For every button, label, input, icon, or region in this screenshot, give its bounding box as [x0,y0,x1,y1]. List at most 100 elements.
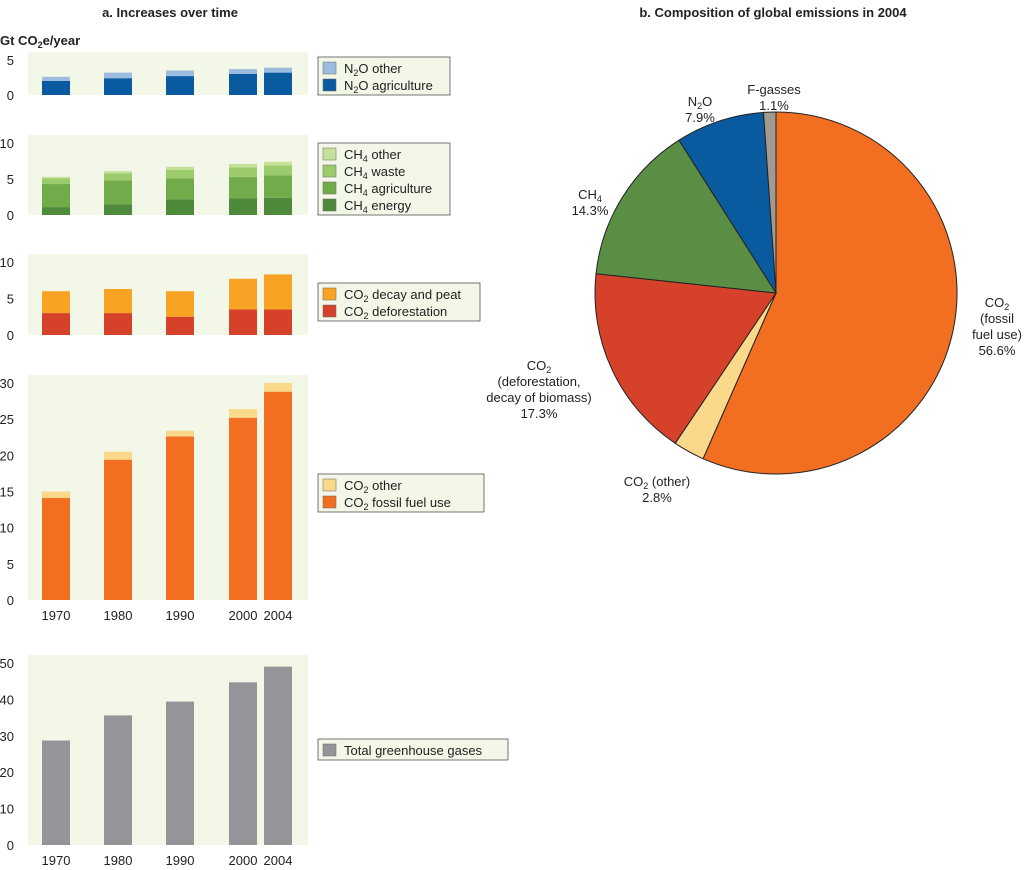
bar-segment [42,313,70,335]
pie-label-line: CO2 [527,358,552,375]
legend-swatch [322,78,337,92]
pie-label-line: fuel use) [972,327,1022,342]
legend-box [317,282,481,322]
label-text: CO [527,358,547,373]
legend-entry: CH4 waste [344,164,405,181]
x-tick-label: 1980 [104,608,133,623]
y-tick-label: 0 [7,838,14,853]
pie-label: CO2(deforestation,decay of biomass)17.3% [486,358,592,421]
y-tick-label: 50 [0,656,14,671]
bar-segment [264,161,292,166]
bar-segment [229,167,257,177]
bar-segment [166,701,194,845]
y-tick-label: 5 [7,557,14,572]
bar-segment [166,169,194,179]
bar-segment [229,163,257,168]
label-subscript: 2 [1004,302,1009,312]
bar-segment [104,459,132,600]
legend-entry: Total greenhouse gases [344,743,483,758]
label-subscript: 4 [363,171,368,181]
bar-segment [42,184,70,208]
pie-label-line: (fossil [980,311,1014,326]
y-tick-label: 0 [7,88,14,103]
label-text: Total greenhouse gases [344,743,483,758]
y-tick-label: 10 [0,136,14,151]
y-tick-label: 0 [7,593,14,608]
bar-segment [166,76,194,95]
label-text-suffix: O [702,94,712,109]
pie-slice [762,111,777,294]
bar-segment [166,199,194,215]
label-text-suffix: agriculture [368,181,432,196]
bar-panel-CO2-fossil: 0 5 10 15 20 25 30 1970 1980 1990 2000 2004 CO2 othe… [0,375,485,623]
x-tick-label: 1990 [166,608,195,623]
bar-segment [229,176,257,199]
bar-segment [42,81,70,95]
bar-segment [42,491,70,499]
x-tick-label: 2000 [229,608,258,623]
legend-entry: CH4 energy [344,198,412,215]
bar-segment [229,69,257,74]
label-text: CO [344,304,364,319]
label-text-suffix: energy [368,198,412,213]
pie-label-line: CH4 [578,187,602,204]
pie-label-line: F-gasses [747,82,801,97]
y-tick-label: 10 [0,802,14,817]
label-subscript: 4 [363,154,368,164]
label-text: F-gasses [747,82,801,97]
bar-segment [229,309,257,335]
label-subscript: 2 [697,101,702,111]
bar-segment [264,309,292,335]
label-text-suffix: decay and peat [369,287,462,302]
label-text: CH [344,164,363,179]
bar-segment [104,313,132,335]
label-text: 7.9% [685,110,715,125]
bar-segment [104,204,132,215]
legend-swatch [322,287,337,301]
pie-slice [595,139,777,294]
label-subscript: 2 [643,481,648,491]
bar-segment [104,715,132,845]
label-text: N [688,94,697,109]
bar-segment [166,430,194,437]
bar-segment [264,666,292,845]
bar-segment [264,391,292,600]
x-tick-label: 1970 [42,608,71,623]
pie-label-line: 14.3% [572,203,609,218]
legend-swatch [322,147,337,161]
bar-segment [229,409,257,418]
pie-label: CO2 (other)2.8% [624,474,690,505]
label-text: N [344,61,353,76]
legend-entry: CO2 decay and peat [344,287,461,304]
label-text-suffix: fossil fuel use [369,495,451,510]
pie-slice [594,273,777,445]
legend-entry: N2O other [344,61,402,78]
bar-segment [264,165,292,176]
label-text: CH [344,198,363,213]
legend-entry: CO2 fossil fuel use [344,495,451,512]
label-subscript: 4 [597,194,602,204]
y-tick-label: 30 [0,376,14,391]
bar-segment [42,76,70,81]
bar-segment [264,274,292,310]
y-tick-label: 40 [0,692,14,707]
label-text-suffix: O agriculture [358,78,432,93]
label-text: CH [344,181,363,196]
y-tick-label: 20 [0,448,14,463]
label-text: N [344,78,353,93]
label-text: CO [344,287,364,302]
bar-segment [42,178,70,185]
y-tick-label: 0 [7,328,14,343]
legend-entry: CO2 other [344,478,402,495]
bar-segment [42,740,70,845]
label-text-suffix: other [369,478,403,493]
x-tick-label: 1990 [166,853,195,868]
bar-segment [166,291,194,317]
pie-label-line: 2.8% [642,490,672,505]
pie-slice [678,111,777,294]
x-tick-label: 2004 [264,608,293,623]
